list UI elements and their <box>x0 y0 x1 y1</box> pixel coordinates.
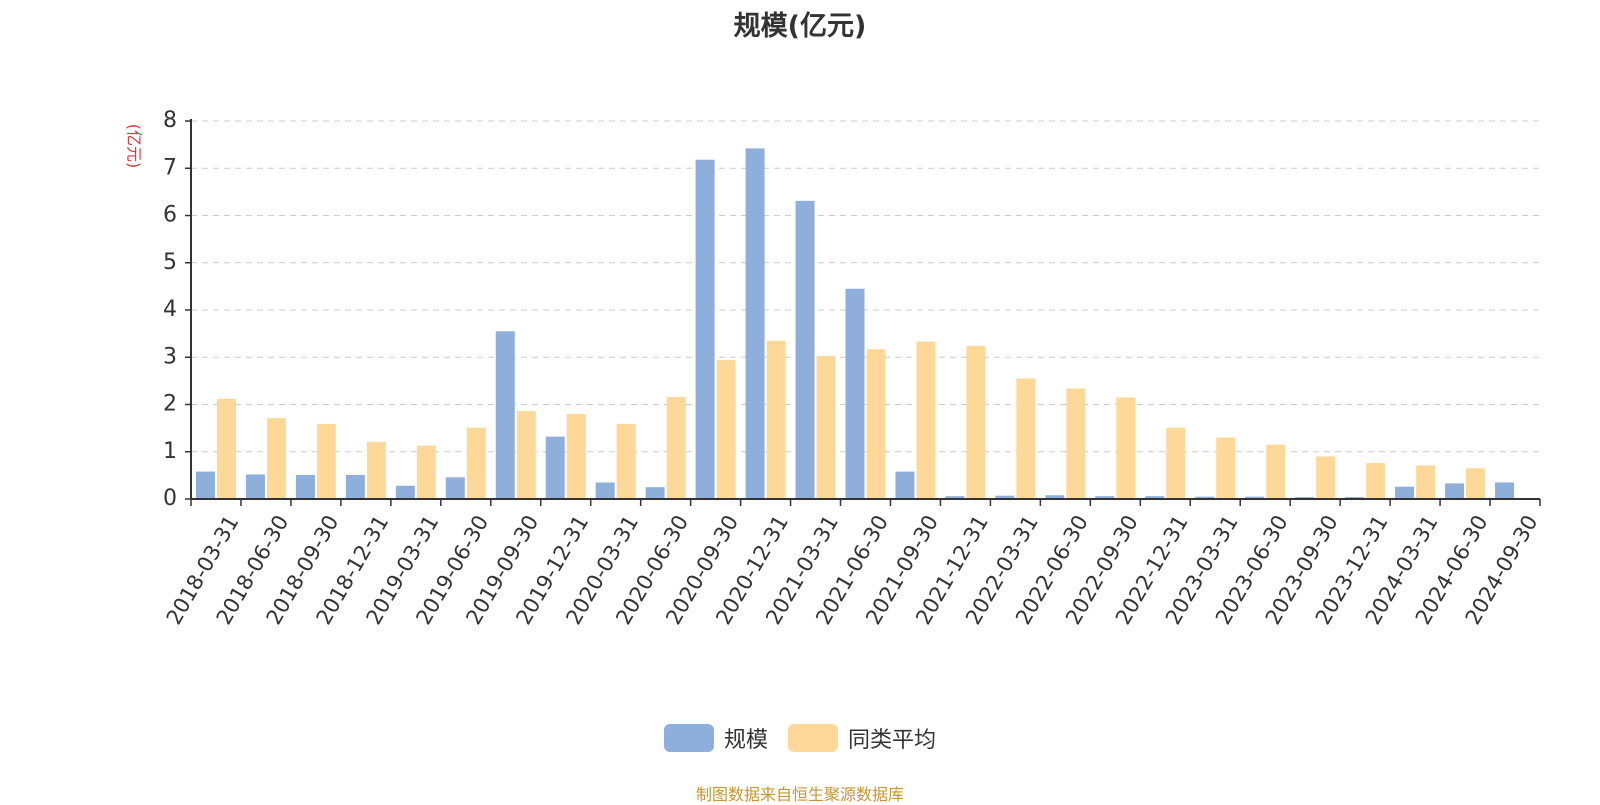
bar-peer-average[interactable] <box>1166 427 1186 499</box>
bar-peer-average[interactable] <box>466 427 486 499</box>
bar-peer-average[interactable] <box>1116 397 1136 499</box>
bar-scale[interactable] <box>1045 495 1065 499</box>
bar-scale[interactable] <box>895 471 915 499</box>
chart-title: 规模(亿元) <box>733 11 867 42</box>
legend-item-scale[interactable]: 规模 <box>663 722 768 754</box>
bar-peer-average[interactable] <box>516 411 536 499</box>
bar-peer-average[interactable] <box>1466 468 1486 499</box>
bar-peer-average[interactable] <box>616 423 636 499</box>
bar-scale[interactable] <box>345 474 365 499</box>
y-tick-label: 8 <box>163 108 177 133</box>
bar-scale[interactable] <box>1095 496 1115 499</box>
legend-item-peer-average[interactable]: 同类平均 <box>788 722 936 754</box>
bar-scale[interactable] <box>745 148 765 499</box>
bar-scale[interactable] <box>495 331 515 499</box>
y-tick-label: 1 <box>163 439 177 464</box>
bar-peer-average[interactable] <box>266 418 286 499</box>
bar-scale[interactable] <box>295 474 315 499</box>
bar-scale[interactable] <box>395 485 415 499</box>
y-tick-label: 6 <box>163 203 177 228</box>
bar-scale[interactable] <box>1445 483 1465 499</box>
y-tick-label: 0 <box>163 486 177 511</box>
y-tick-label: 4 <box>163 297 177 322</box>
bars <box>195 148 1515 500</box>
bar-peer-average[interactable] <box>966 345 986 499</box>
bar-scale[interactable] <box>645 487 665 499</box>
bar-peer-average[interactable] <box>916 341 936 499</box>
y-tick-label: 7 <box>163 155 177 180</box>
bar-peer-average[interactable] <box>1216 437 1236 499</box>
bar-peer-average[interactable] <box>366 441 386 499</box>
bar-scale[interactable] <box>1195 496 1215 499</box>
bar-scale[interactable] <box>1395 486 1415 499</box>
bar-peer-average[interactable] <box>866 349 886 499</box>
bar-scale[interactable] <box>1245 496 1265 499</box>
bar-peer-average[interactable] <box>216 398 236 499</box>
bar-peer-average[interactable] <box>1416 465 1436 499</box>
bar-peer-average[interactable] <box>816 355 836 499</box>
bar-peer-average[interactable] <box>666 396 686 499</box>
bar-scale[interactable] <box>795 200 815 500</box>
y-tick-labels: 0 1 2 3 4 5 6 7 8 <box>163 108 177 511</box>
bar-scale[interactable] <box>945 496 965 499</box>
bar-peer-average[interactable] <box>416 445 436 499</box>
x-tick-labels: 2018-03-312018-06-302018-09-302018-12-31… <box>162 511 1543 629</box>
source-note: 制图数据来自恒生聚源数据库 <box>695 785 904 804</box>
bar-scale[interactable] <box>445 477 465 499</box>
y-tick-label: 3 <box>163 344 177 369</box>
bar-peer-average[interactable] <box>1066 388 1086 499</box>
legend-swatch-peer-average <box>788 724 838 752</box>
bar-scale[interactable] <box>595 482 615 499</box>
bar-scale[interactable] <box>695 159 715 499</box>
bar-peer-average[interactable] <box>316 423 336 499</box>
bar-peer-average[interactable] <box>716 360 736 499</box>
bar-peer-average[interactable] <box>766 340 786 499</box>
legend: 规模 同类平均 <box>0 722 1600 754</box>
y-axis-label: (亿元) <box>125 124 144 169</box>
bar-peer-average[interactable] <box>1366 463 1386 499</box>
bar-peer-average[interactable] <box>1316 456 1336 499</box>
bar-scale[interactable] <box>845 288 865 499</box>
grid-lines <box>191 120 1540 453</box>
legend-swatch-scale <box>663 724 714 752</box>
legend-label-scale: 规模 <box>723 728 768 753</box>
y-tick-label: 2 <box>163 392 177 417</box>
bar-peer-average[interactable] <box>1266 444 1286 499</box>
legend-label-peer-average: 同类平均 <box>848 728 937 753</box>
bar-scale[interactable] <box>995 495 1015 499</box>
bar-scale[interactable] <box>245 474 265 499</box>
bar-scale[interactable] <box>1145 496 1165 499</box>
bar-scale[interactable] <box>1495 482 1515 499</box>
bar-scale[interactable] <box>545 436 565 499</box>
y-tick-label: 5 <box>163 250 177 275</box>
bar-peer-average[interactable] <box>566 413 586 499</box>
bar-scale[interactable] <box>195 471 215 499</box>
axes <box>185 119 1541 506</box>
bar-peer-average[interactable] <box>1016 378 1036 499</box>
